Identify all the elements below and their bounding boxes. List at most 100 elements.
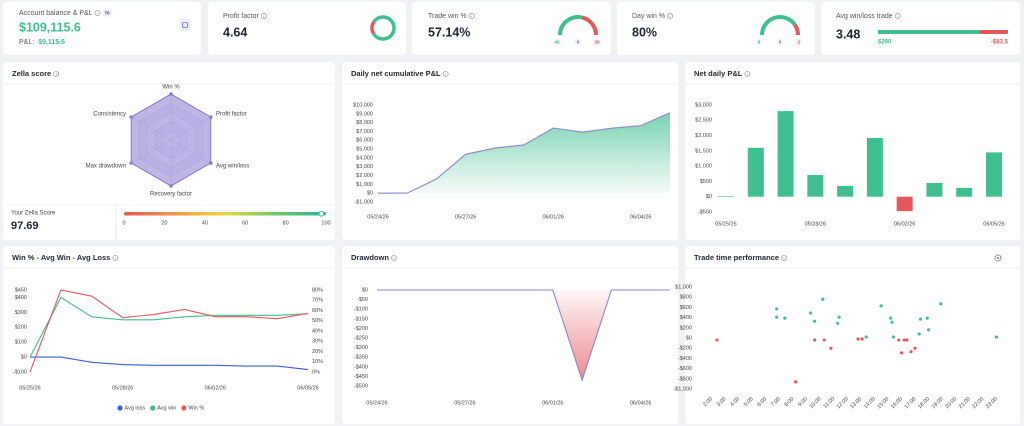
bar <box>866 138 883 197</box>
scatter-point <box>897 338 901 342</box>
y-tick-label: $2,000 <box>695 133 712 139</box>
area-line <box>377 289 670 383</box>
y-tick-label: -$100 <box>13 369 27 375</box>
x-tick-label: 05/24/26 <box>367 214 388 220</box>
y-tick-label: $1,000 <box>675 284 692 290</box>
scatter-point <box>864 335 868 339</box>
y-tick-label: $600 <box>680 305 692 311</box>
info-icon <box>442 71 449 77</box>
zella-tick: 80 <box>283 220 289 226</box>
panel <box>685 246 1020 424</box>
y-tick-label: $7,000 <box>356 129 373 135</box>
bar <box>896 196 913 212</box>
x-tick-label: 05/27/26 <box>455 214 476 220</box>
info-icon <box>260 13 267 19</box>
kpi-card <box>821 2 1020 55</box>
scatter-point <box>813 338 817 342</box>
info-icon <box>781 255 787 261</box>
y-tick-label: 50% <box>312 318 323 324</box>
y-tick-label: 60% <box>312 308 323 314</box>
gauge-segment <box>760 15 797 36</box>
y-tick-label: $400 <box>15 295 27 301</box>
bar <box>837 186 854 197</box>
legend-label: Avg win <box>157 405 176 411</box>
x-tick-label: 06/05/26 <box>297 385 318 391</box>
settings-button[interactable] <box>994 254 1002 262</box>
area-line <box>377 112 671 194</box>
x-tick-label: 05/25/26 <box>715 221 736 227</box>
y-tick-label: -$400 <box>354 364 368 370</box>
info-icon <box>667 13 673 19</box>
scatter-point <box>836 321 840 325</box>
y-tick-label: $3,000 <box>356 164 373 170</box>
gauge-count: 2 <box>798 39 801 44</box>
kpi-value: 80% <box>632 25 657 39</box>
y-tick-label: -$800 <box>678 376 692 382</box>
scatter-point <box>783 316 787 320</box>
scatter-point <box>905 338 909 342</box>
zella-tick: 20 <box>161 220 167 226</box>
legend-label: Avg loss <box>125 405 146 411</box>
scatter-point <box>837 315 841 319</box>
scatter-point <box>821 297 825 301</box>
y-tick-label: -$150 <box>354 316 368 322</box>
x-tick-label: 06/04/26 <box>630 400 651 406</box>
gauge-count: 0 <box>577 39 580 44</box>
scatter-point <box>856 337 860 341</box>
x-tick-label: 4:00 <box>729 396 741 408</box>
radar-point <box>209 161 213 165</box>
radar-axis-label: Consistency <box>93 112 126 118</box>
y-tick-label: -$1,000 <box>673 386 692 392</box>
y-tick-label: $1,000 <box>356 182 373 188</box>
info-icon <box>112 255 119 261</box>
radar-point <box>209 115 213 119</box>
info-icon <box>391 255 397 261</box>
scatter-point <box>927 328 931 332</box>
x-tick-label: 5:00 <box>743 396 755 408</box>
panel-title: Trade time performance <box>694 253 779 262</box>
x-tick-label: 7:00 <box>770 396 782 408</box>
x-tick-label: 9:00 <box>797 396 809 408</box>
scatter-point <box>889 316 893 320</box>
x-tick-label: 05/27/26 <box>454 400 475 406</box>
scatter-point <box>715 338 719 342</box>
win-bar <box>878 30 979 34</box>
kpi-value: 3.48 <box>836 27 860 41</box>
info-icon <box>894 13 901 19</box>
scatter-point <box>918 317 923 321</box>
legend-swatch <box>117 405 123 411</box>
y-tick-label: $10,000 <box>353 102 373 108</box>
y-tick-label: $0 <box>367 191 373 197</box>
y-tick-label: -$400 <box>678 356 692 362</box>
share-button[interactable] <box>179 19 191 31</box>
gauge-segment <box>581 15 598 36</box>
y-tick-label: $5,000 <box>356 147 373 153</box>
x-tick-label: 2:00 <box>702 396 714 408</box>
panel-title: Win % - Avg Win - Avg Loss <box>12 253 110 262</box>
zella-score-label: Your Zella Score <box>11 211 56 217</box>
gauge-count-pill <box>755 38 763 46</box>
y-tick-label: $1,000 <box>695 164 712 170</box>
y-tick-label: -$600 <box>678 366 692 372</box>
radar-point <box>129 161 133 165</box>
y-tick-label: 40% <box>312 328 323 334</box>
gauge-count: 8 <box>758 39 761 44</box>
gauge-count: 0 <box>779 39 782 44</box>
bar <box>956 187 973 197</box>
area-fill <box>377 290 670 381</box>
kpi-label: Trade win % <box>428 13 467 20</box>
scatter-point <box>829 346 833 350</box>
series-line <box>30 356 309 371</box>
y-tick-label: -$500 <box>354 383 368 389</box>
zella-tick: 60 <box>242 220 248 226</box>
scatter-point <box>775 307 779 311</box>
badge <box>102 9 112 17</box>
x-tick-label: 05/28/26 <box>112 385 133 391</box>
y-tick-label: $2,500 <box>695 118 712 124</box>
y-tick-label: -$350 <box>354 355 368 361</box>
x-tick-label: 06/05/26 <box>983 221 1004 227</box>
settings-icon <box>997 257 999 259</box>
series-line <box>29 289 309 373</box>
zella-tick: 0 <box>122 220 125 226</box>
